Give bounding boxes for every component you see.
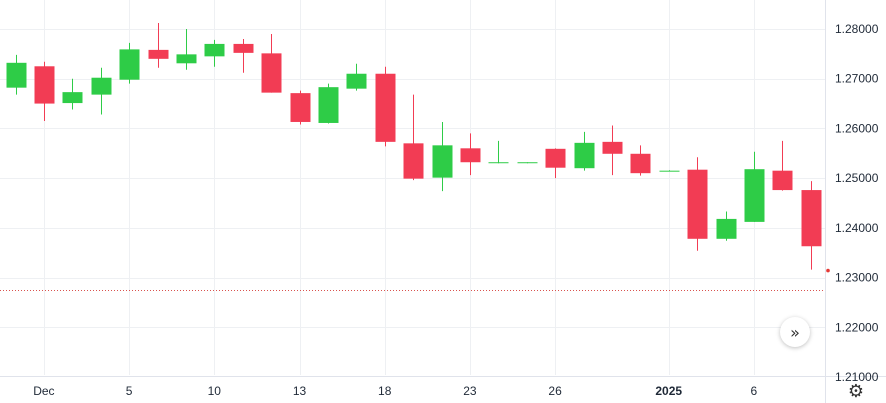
candle-body bbox=[233, 43, 254, 53]
chart-settings-button[interactable]: ⚙ bbox=[846, 380, 866, 402]
candle-body bbox=[290, 93, 311, 122]
candle-body bbox=[34, 66, 55, 104]
candle bbox=[403, 94, 424, 181]
candle-body bbox=[488, 162, 509, 164]
current-price-dot bbox=[826, 268, 830, 273]
scroll-to-realtime-button[interactable]: » bbox=[780, 317, 810, 347]
double-chevron-right-icon: » bbox=[790, 322, 800, 342]
candle bbox=[148, 23, 169, 68]
candle-body bbox=[6, 62, 27, 88]
candle bbox=[34, 61, 55, 121]
candle-body bbox=[744, 169, 765, 222]
candle bbox=[801, 181, 822, 270]
candle-body bbox=[630, 153, 651, 174]
x-tick-label: 10 bbox=[208, 384, 222, 398]
x-tick-label: 23 bbox=[463, 384, 477, 398]
x-tick-label: Dec bbox=[33, 384, 54, 398]
candle-body bbox=[801, 190, 822, 247]
candle bbox=[204, 39, 225, 67]
candle-body bbox=[318, 87, 339, 123]
y-tick-label: 1.28000 bbox=[835, 22, 879, 36]
candle bbox=[62, 78, 83, 110]
candle-body bbox=[62, 92, 83, 104]
candle bbox=[176, 29, 197, 70]
x-tick-label: 5 bbox=[126, 384, 133, 398]
candles-layer bbox=[6, 23, 830, 273]
candle-body bbox=[261, 53, 282, 93]
candle-body bbox=[91, 77, 112, 95]
candle-body bbox=[545, 148, 566, 168]
y-tick-label: 1.25000 bbox=[835, 171, 879, 185]
y-tick-label: 1.21000 bbox=[835, 370, 879, 384]
x-tick-label: 6 bbox=[751, 384, 758, 398]
candle bbox=[346, 63, 367, 91]
candle bbox=[488, 140, 509, 164]
candle bbox=[460, 133, 481, 176]
candle-body bbox=[687, 169, 708, 239]
x-tick-label: 2025 bbox=[655, 384, 682, 398]
candle-body bbox=[716, 218, 737, 239]
candle bbox=[744, 151, 765, 222]
candle-body bbox=[148, 49, 169, 59]
candle bbox=[630, 145, 651, 176]
candle-body bbox=[375, 73, 396, 142]
candle bbox=[6, 54, 27, 95]
y-tick-label: 1.27000 bbox=[835, 72, 879, 86]
grid-layer bbox=[0, 0, 825, 375]
candle-body bbox=[403, 143, 424, 179]
x-tick-label: 26 bbox=[548, 384, 562, 398]
x-tick-label: 13 bbox=[293, 384, 307, 398]
gear-icon: ⚙ bbox=[847, 380, 865, 402]
candle-body bbox=[574, 142, 595, 169]
candle bbox=[318, 83, 339, 124]
candle-body bbox=[460, 148, 481, 163]
candle bbox=[574, 131, 595, 171]
candle bbox=[91, 67, 112, 115]
candle-body bbox=[659, 170, 680, 172]
candle bbox=[375, 66, 396, 147]
candle-body bbox=[346, 73, 367, 89]
candle-body bbox=[176, 54, 197, 64]
candle bbox=[290, 90, 311, 125]
candle bbox=[517, 162, 538, 164]
y-tick-label: 1.24000 bbox=[835, 221, 879, 235]
y-tick-label: 1.22000 bbox=[835, 320, 879, 334]
candle bbox=[261, 33, 282, 93]
x-tick-label: 18 bbox=[378, 384, 392, 398]
candle-body bbox=[772, 170, 793, 191]
candle bbox=[716, 211, 737, 241]
y-tick-label: 1.23000 bbox=[835, 271, 879, 285]
candle bbox=[545, 148, 566, 179]
candle bbox=[602, 125, 623, 176]
candle-body bbox=[119, 49, 140, 80]
candle bbox=[772, 140, 793, 191]
candle-body bbox=[517, 162, 538, 164]
candle bbox=[432, 121, 453, 192]
candle-body bbox=[204, 43, 225, 57]
candle-body bbox=[602, 141, 623, 154]
candle bbox=[687, 157, 708, 251]
candle bbox=[119, 42, 140, 84]
candle-body bbox=[432, 145, 453, 178]
y-tick-label: 1.26000 bbox=[835, 121, 879, 135]
candle bbox=[233, 38, 254, 73]
candle bbox=[659, 170, 680, 172]
